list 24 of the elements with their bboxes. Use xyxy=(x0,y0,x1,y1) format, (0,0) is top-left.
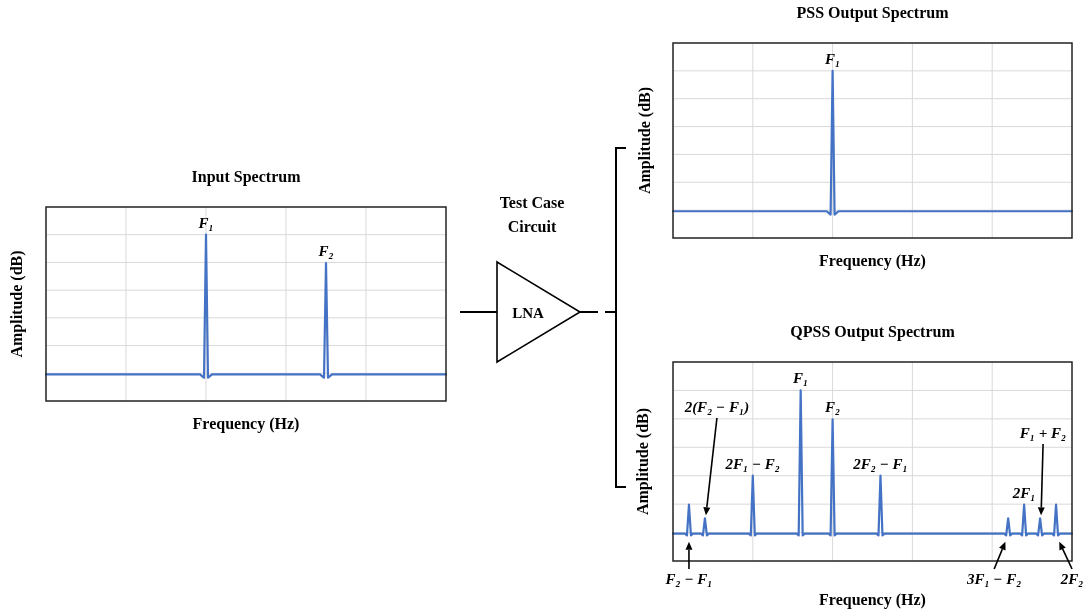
x-axis-title: Frequency (Hz) xyxy=(819,252,926,270)
text: F₁ xyxy=(197,214,214,231)
text: LNA xyxy=(512,305,544,321)
text: F₂ − F₁ xyxy=(664,571,713,587)
annotation: 2F₂ − F₁ xyxy=(852,455,908,472)
annotation: 2F₁ xyxy=(1011,484,1036,501)
text: F₁ xyxy=(792,370,809,387)
annotation: 2(F₂ − F₁) xyxy=(683,399,750,416)
chart-title: QPSS Output Spectrum xyxy=(790,323,956,341)
y-axis-title: Amplitude (dB) xyxy=(8,250,26,358)
chart-title: Input Spectrum xyxy=(191,168,302,186)
annotation: F₂ xyxy=(823,399,841,416)
text: Test Case Circuit xyxy=(499,194,565,235)
y-axis-title: Amplitude (dB) xyxy=(634,407,652,516)
x-axis-title: Frequency (Hz) xyxy=(192,415,300,433)
text: 2F₂ xyxy=(1059,571,1084,587)
x-axis-title: Frequency (Hz) xyxy=(819,591,926,609)
y-axis-title: Amplitude (dB) xyxy=(636,86,654,195)
text: 3F₁ − F₂ xyxy=(965,571,1022,587)
annotation: F₁ + F₂ xyxy=(1018,425,1067,441)
annotation: 2F₁ − F₂ xyxy=(724,455,781,472)
text: F₁ xyxy=(823,50,841,67)
chart-title: PSS Output Spectrum xyxy=(796,4,950,22)
annotation: F₂ xyxy=(317,242,334,259)
